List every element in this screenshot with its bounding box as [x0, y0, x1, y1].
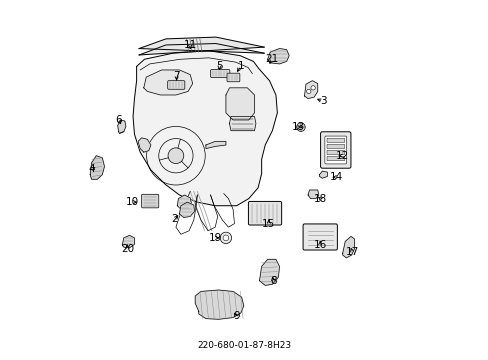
FancyBboxPatch shape: [326, 150, 344, 155]
FancyBboxPatch shape: [324, 136, 346, 164]
Text: 14: 14: [329, 172, 343, 182]
Text: 6: 6: [115, 115, 122, 125]
Polygon shape: [225, 88, 254, 120]
FancyBboxPatch shape: [210, 69, 229, 77]
Polygon shape: [259, 259, 279, 285]
Text: 17: 17: [345, 247, 358, 257]
Text: 8: 8: [269, 276, 276, 286]
Polygon shape: [319, 171, 326, 178]
FancyBboxPatch shape: [142, 194, 159, 208]
Text: 9: 9: [233, 311, 240, 321]
Polygon shape: [205, 141, 225, 149]
FancyBboxPatch shape: [326, 157, 344, 161]
FancyBboxPatch shape: [167, 81, 184, 89]
Polygon shape: [138, 138, 151, 152]
Polygon shape: [118, 120, 125, 134]
Circle shape: [220, 232, 231, 244]
Polygon shape: [307, 190, 318, 199]
Polygon shape: [195, 290, 244, 319]
Text: 5: 5: [216, 61, 223, 71]
Polygon shape: [304, 81, 317, 99]
Polygon shape: [267, 49, 288, 64]
Text: 15: 15: [262, 219, 275, 229]
Polygon shape: [143, 70, 192, 95]
Text: 3: 3: [319, 96, 325, 107]
FancyBboxPatch shape: [320, 132, 350, 168]
Text: 20: 20: [121, 244, 134, 253]
Polygon shape: [139, 37, 264, 55]
FancyBboxPatch shape: [226, 73, 240, 82]
Text: 18: 18: [313, 194, 326, 203]
Text: 12: 12: [335, 151, 348, 161]
Polygon shape: [229, 116, 255, 131]
Text: 7: 7: [173, 71, 180, 81]
Polygon shape: [179, 202, 194, 217]
Text: 11: 11: [183, 40, 197, 50]
Circle shape: [223, 235, 228, 241]
Polygon shape: [133, 51, 277, 206]
FancyBboxPatch shape: [326, 144, 344, 149]
Circle shape: [168, 148, 183, 163]
Circle shape: [310, 86, 315, 90]
Text: 10: 10: [125, 197, 138, 207]
Polygon shape: [342, 237, 354, 258]
Polygon shape: [90, 156, 104, 179]
Text: 13: 13: [291, 122, 305, 132]
Text: 2: 2: [171, 214, 178, 224]
FancyBboxPatch shape: [303, 224, 337, 250]
FancyBboxPatch shape: [248, 202, 281, 225]
Text: 19: 19: [208, 233, 222, 243]
Text: 220-680-01-87-8H23: 220-680-01-87-8H23: [197, 341, 291, 350]
Text: 4: 4: [88, 164, 95, 174]
Circle shape: [296, 123, 305, 131]
Text: 1: 1: [237, 61, 244, 71]
Polygon shape: [177, 195, 191, 210]
FancyBboxPatch shape: [326, 138, 344, 143]
Polygon shape: [122, 235, 134, 248]
Text: 16: 16: [313, 240, 326, 250]
Text: 21: 21: [265, 54, 279, 64]
Circle shape: [306, 89, 310, 94]
